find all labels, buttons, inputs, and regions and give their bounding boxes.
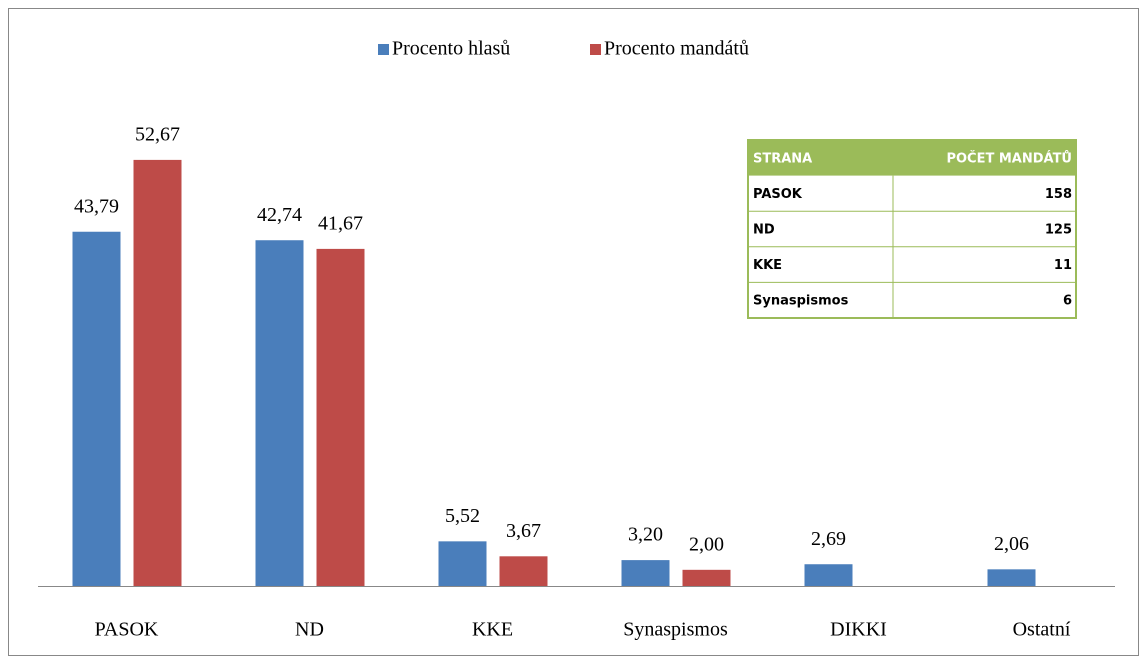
x-tick-label: DIKKI — [830, 619, 887, 641]
data-label: 5,52 — [445, 505, 480, 527]
table-header: STRANA — [753, 151, 812, 166]
table-cell: Synaspismos — [753, 294, 849, 309]
bar — [804, 564, 853, 586]
x-tick-label: PASOK — [95, 619, 159, 641]
data-label: 2,69 — [811, 528, 846, 550]
x-tick-label: KKE — [472, 619, 513, 641]
bar — [987, 569, 1036, 586]
table-cell: 6 — [1063, 294, 1072, 309]
table-header-bg — [748, 140, 1076, 176]
data-label: 42,74 — [257, 204, 302, 226]
legend-label: Procento mandátů — [604, 38, 749, 60]
x-tick-label: Ostatní — [1013, 619, 1071, 641]
chart-border — [8, 8, 1139, 656]
bar — [438, 541, 487, 586]
table-header: POČET MANDÁTŮ — [946, 150, 1072, 166]
legend-swatch — [590, 44, 601, 55]
bar — [682, 569, 731, 586]
data-label: 3,20 — [628, 524, 663, 546]
legend-label: Procento hlasů — [392, 38, 510, 60]
table-border — [747, 139, 1077, 319]
data-label: 41,67 — [318, 212, 363, 234]
bar — [72, 231, 121, 587]
data-label: 2,00 — [689, 533, 724, 555]
data-label: 2,06 — [994, 533, 1029, 555]
data-label: 43,79 — [74, 195, 119, 217]
data-label: 3,67 — [506, 520, 541, 542]
table-cell: ND — [753, 223, 775, 238]
bar — [255, 240, 304, 586]
table-cell: KKE — [753, 258, 782, 273]
table-cell: 125 — [1045, 223, 1072, 238]
bar — [316, 248, 365, 586]
data-label: 52,67 — [135, 123, 180, 145]
bar — [499, 556, 548, 586]
x-tick-label: ND — [295, 619, 324, 641]
table-cell: 11 — [1054, 258, 1072, 273]
table-cell: 158 — [1045, 187, 1072, 202]
bar — [133, 159, 182, 586]
legend-swatch — [378, 44, 389, 55]
table-cell: PASOK — [753, 187, 803, 202]
bar — [621, 560, 670, 586]
x-tick-label: Synaspismos — [623, 619, 728, 641]
